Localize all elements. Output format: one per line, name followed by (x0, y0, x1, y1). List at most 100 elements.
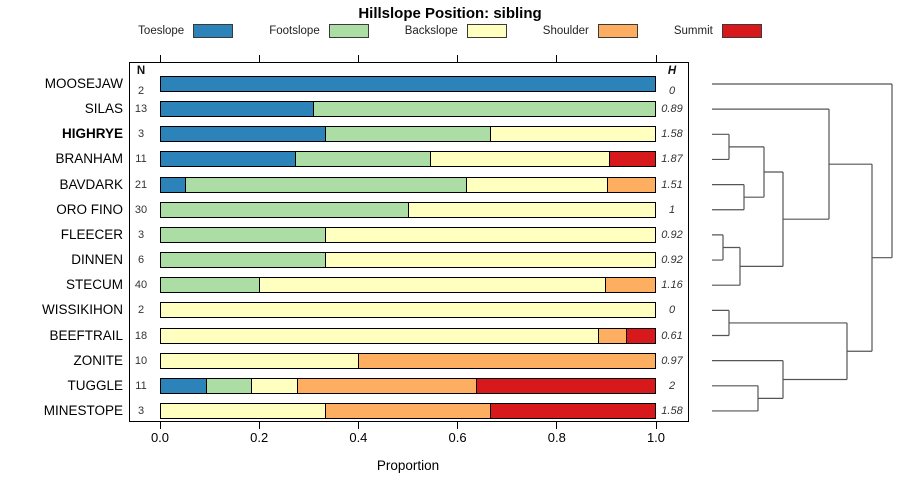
h-value: 0.97 (661, 354, 683, 367)
stacked-bar-dinnen (160, 252, 656, 269)
h-column-header: H (667, 65, 677, 77)
bar-segment-summit (476, 378, 655, 393)
bar-segment-backslope (161, 403, 326, 418)
stacked-bar-tuggle (160, 377, 656, 394)
row-label-silas: SILAS (84, 101, 123, 117)
x-tick-label: 0.4 (349, 430, 368, 445)
row-label-tuggle: TUGGLE (67, 377, 123, 393)
row-label-beeftrail: BEEFTRAIL (49, 327, 123, 343)
bar-segment-backslope (252, 378, 298, 393)
top-tick (655, 55, 657, 62)
n-value: 11 (135, 153, 147, 166)
legend-swatch (597, 24, 638, 38)
row-label-moosejaw: MOOSEJAW (44, 76, 123, 91)
h-value: 1.87 (661, 153, 683, 166)
legend-label: Backslope (404, 25, 458, 37)
x-tick-label: 0.2 (250, 430, 269, 445)
bar-segment-toeslope (161, 152, 297, 167)
legend-label: Shoulder (542, 25, 589, 37)
legend-swatch (328, 24, 369, 38)
bottom-tick (258, 422, 260, 429)
row-label-zonite: ZONITE (73, 352, 124, 368)
bar-segment-shoulder (297, 378, 477, 393)
x-tick-label: 1.0 (646, 430, 666, 445)
bar-segment-shoulder (608, 177, 655, 192)
dendrogram-lines (712, 83, 893, 412)
bar-segment-backslope (466, 177, 609, 192)
legend: Toeslope Footslope Backslope Shoulder Summit (40, 24, 860, 38)
h-value: 0.92 (661, 228, 683, 241)
chart-title: Hillslope Position: sibling (358, 5, 542, 22)
row-label-minestope: MINESTOPE (43, 402, 123, 418)
x-tick-label: 0.8 (547, 430, 566, 445)
stacked-bar-minestope (160, 402, 656, 419)
h-value: 1.51 (661, 178, 683, 191)
stacked-bar-branham (160, 151, 656, 168)
top-tick (556, 55, 558, 62)
n-value: 21 (134, 178, 148, 191)
bar-segment-toeslope (161, 77, 655, 91)
bar-segment-toeslope (161, 378, 207, 393)
h-value: 0.89 (661, 103, 683, 116)
n-value: 40 (134, 279, 148, 292)
stacked-bar-zonite (160, 352, 656, 369)
bottom-tick (357, 422, 359, 429)
row-label-branham: BRANHAM (55, 151, 123, 167)
bar-segment-shoulder (325, 403, 492, 418)
row-label-fleecer: FLEECER (60, 226, 123, 242)
x-tick-label: 0.0 (150, 430, 170, 445)
n-value: 30 (134, 203, 148, 216)
bottom-tick (655, 422, 657, 429)
bar-segment-backslope (161, 353, 360, 368)
stacked-bar-silas (160, 101, 656, 118)
bar-segment-summit (627, 328, 655, 343)
top-tick (159, 55, 161, 62)
bar-segment-backslope (161, 303, 655, 318)
n-value: 11 (135, 379, 147, 392)
bar-segment-footslope (161, 202, 409, 217)
h-value: 0.92 (661, 254, 683, 267)
legend-swatch (466, 24, 507, 38)
row-label-dinnen: DINNEN (71, 252, 123, 268)
h-value: 1.16 (661, 279, 683, 292)
legend-swatch (721, 24, 762, 38)
n-value: 13 (134, 103, 148, 116)
bar-segment-footslope (325, 127, 492, 142)
h-value: 1.58 (661, 404, 683, 417)
top-tick (457, 55, 459, 62)
h-value: 1.58 (661, 128, 683, 141)
bottom-tick (159, 422, 161, 429)
n-value: 3 (137, 128, 145, 141)
n-value: 2 (137, 85, 145, 97)
stacked-bar-moosejaw (160, 76, 656, 92)
top-tick (357, 55, 359, 62)
h-value: 0.61 (661, 329, 683, 342)
bottom-tick (556, 422, 558, 429)
bar-segment-backslope (161, 328, 600, 343)
bar-segment-footslope (161, 278, 261, 293)
bar-segment-footslope (161, 227, 327, 242)
n-value: 10 (134, 354, 148, 367)
legend-label: Toeslope (138, 25, 185, 37)
row-label-highrye: HIGHRYE (61, 126, 123, 142)
bar-segment-backslope (326, 253, 655, 268)
bar-segment-toeslope (161, 102, 314, 117)
n-column-header: N (136, 65, 146, 77)
legend-item-summit: Summit (674, 24, 762, 38)
legend-item-footslope: Footslope (269, 24, 369, 38)
n-value: 2 (137, 304, 145, 317)
x-axis-title: Proportion (376, 458, 440, 473)
bar-segment-shoulder (359, 353, 655, 368)
bar-segment-footslope (185, 177, 467, 192)
legend-label: Footslope (269, 25, 320, 37)
top-tick (258, 55, 260, 62)
bar-segment-shoulder (605, 278, 655, 293)
bar-segment-footslope (206, 378, 253, 393)
h-value: 1 (668, 203, 676, 216)
bar-segment-summit (610, 152, 655, 167)
bottom-tick (457, 422, 459, 429)
stacked-bar-beeftrail (160, 327, 656, 344)
legend-item-toeslope: Toeslope (138, 24, 234, 38)
